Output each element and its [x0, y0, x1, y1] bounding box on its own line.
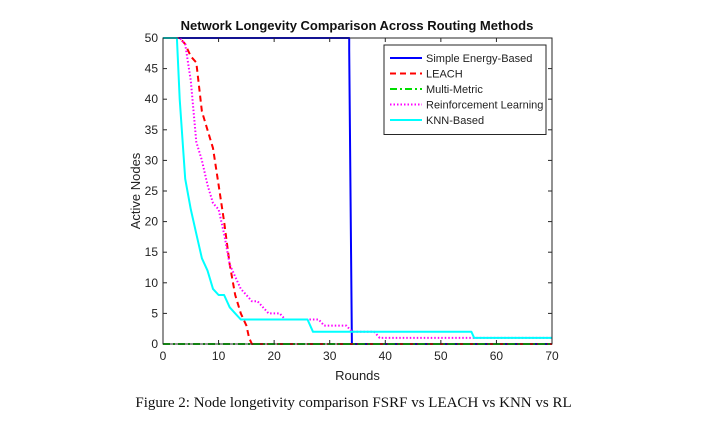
figure-caption: Figure 2: Node longetivity comparison FS…: [135, 395, 572, 411]
y-tick-label: 50: [145, 31, 159, 45]
x-tick-label: 20: [267, 349, 281, 363]
x-tick-label: 50: [434, 349, 448, 363]
x-axis-label: Rounds: [335, 368, 380, 383]
y-tick-label: 30: [145, 153, 159, 167]
x-tick-label: 30: [323, 349, 337, 363]
series-line-4: [163, 37, 552, 339]
legend: Simple Energy-Based LEACH Multi-Metric Rein…: [383, 44, 547, 135]
x-tick-label: 70: [545, 349, 559, 363]
x-tick-label: 0: [160, 349, 167, 363]
axes-layer: 0 10 20 30 40 50 60 70 0 5 10 15 20 25 30 35 40 45 50: [145, 31, 559, 363]
x-tick-label: 40: [379, 349, 393, 363]
y-tick-label: 0: [151, 337, 158, 351]
legend-label-2: Multi-Metric: [426, 84, 483, 96]
chart-title: Network Longevity Comparison Across Rout…: [181, 18, 534, 33]
x-tick-label: 60: [490, 349, 504, 363]
y-tick-label: 25: [145, 184, 159, 198]
line-chart: Network Longevity Comparison Across Rout…: [128, 18, 559, 383]
legend-label-3: Reinforcement Learning: [426, 100, 543, 112]
legend-label-0: Simple Energy-Based: [426, 53, 532, 65]
series-line-1: [163, 37, 552, 345]
y-tick-label: 45: [145, 62, 159, 76]
y-tick-label: 35: [145, 123, 159, 137]
y-axis-label: Active Nodes: [128, 152, 143, 229]
legend-label-1: LEACH: [426, 69, 463, 81]
y-tick-label: 15: [145, 245, 159, 259]
y-tick-label: 20: [145, 215, 159, 229]
series-line-3: [163, 37, 552, 339]
y-tick-label: 40: [145, 92, 159, 106]
y-tick-label: 10: [145, 276, 159, 290]
y-tick-label: 5: [151, 306, 158, 320]
legend-label-4: KNN-Based: [426, 115, 484, 127]
x-tick-label: 10: [212, 349, 226, 363]
